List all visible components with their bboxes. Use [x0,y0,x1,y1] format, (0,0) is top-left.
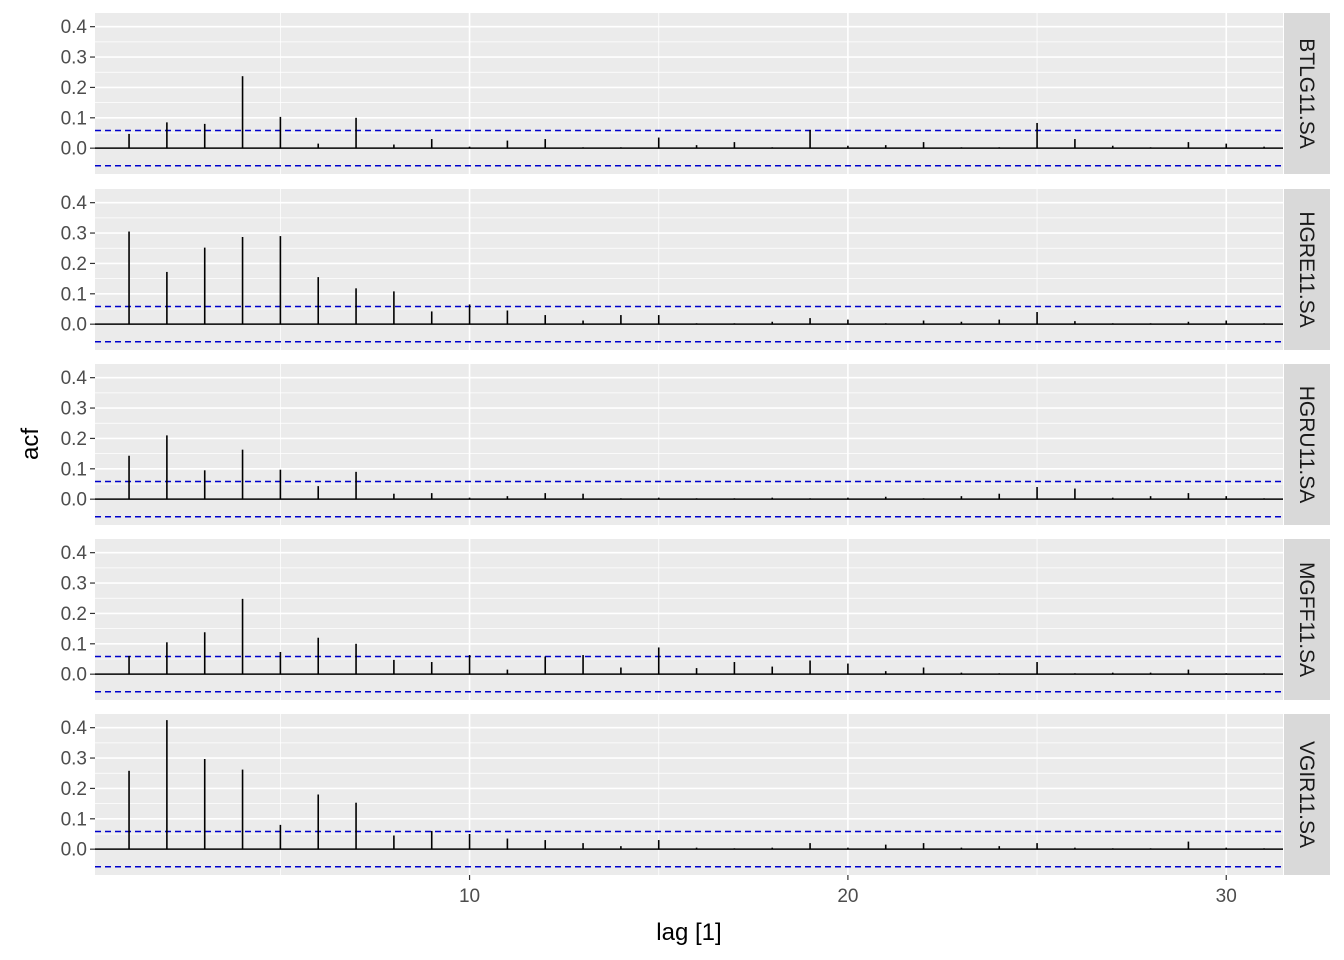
y-tick-label: 0.4 [61,368,88,389]
facet-panel-btlg11-sa: 0.0 0.1 0.2 0.3 0.4 BTLG11.SA [61,13,1330,174]
facet-strip-label: BTLG11.SA [1295,38,1318,149]
y-tick-label: 0.3 [61,224,87,245]
x-axis: 10 20 30 [459,875,1237,907]
y-tick-label: 0.4 [61,17,88,38]
y-axis-title: acf [17,428,44,460]
facet-panel-mgff11-sa: 0.0 0.1 0.2 0.3 0.4 MGFF11.SA [61,539,1330,700]
x-axis-title: lag [1] [656,919,721,946]
facet-strip [1284,539,1330,700]
y-tick-label: 0.2 [61,78,87,99]
facet-strip-label: HGRE11.SA [1295,211,1318,327]
y-tick-label: 0.4 [61,193,88,214]
y-tick-label: 0.0 [61,665,87,686]
facet-strip [1284,714,1330,875]
facet-strip-label: VGIR11.SA [1295,741,1318,848]
panel-background [95,364,1283,525]
y-tick-label: 0.1 [61,634,87,655]
y-tick-label: 0.3 [61,48,87,69]
y-tick-label: 0.1 [61,108,87,129]
y-tick-label: 0.1 [61,459,87,480]
y-tick-label: 0.0 [61,490,87,511]
panel-background [95,13,1283,174]
panel-background [95,714,1283,875]
facet-strip [1284,13,1330,174]
y-tick-label: 0.2 [61,604,87,625]
y-tick-label: 0.0 [61,840,87,861]
panel-background [95,189,1283,350]
y-tick-label: 0.4 [61,718,88,739]
facet-strip-label: HGRU11.SA [1295,386,1318,503]
y-tick-label: 0.0 [61,315,87,336]
y-tick-label: 0.1 [61,284,87,305]
x-tick-label: 10 [459,886,480,907]
facet-panels: 0.0 0.1 0.2 0.3 0.4 BTLG11.SA 0.0 0.1 0.2 0.3 0.4 H… [61,13,1330,875]
y-tick-label: 0.2 [61,254,87,275]
facet-panel-hgru11-sa: 0.0 0.1 0.2 0.3 0.4 HGRU11.SA [61,364,1330,525]
facet-panel-vgir11-sa: 0.0 0.1 0.2 0.3 0.4 VGIR11.SA [61,714,1330,875]
facet-strip [1284,189,1330,350]
y-tick-label: 0.4 [61,543,88,564]
facet-strip [1284,364,1330,525]
x-tick-label: 30 [1216,886,1237,907]
facet-panel-hgre11-sa: 0.0 0.1 0.2 0.3 0.4 HGRE11.SA [61,189,1330,350]
y-tick-label: 0.3 [61,749,87,770]
panel-background [95,539,1283,700]
x-tick-label: 20 [837,886,858,907]
y-tick-label: 0.0 [61,139,87,160]
y-tick-label: 0.3 [61,574,87,595]
y-tick-label: 0.3 [61,399,87,420]
facet-strip-label: MGFF11.SA [1295,562,1318,677]
y-tick-label: 0.2 [61,779,87,800]
y-tick-label: 0.2 [61,429,87,450]
y-tick-label: 0.1 [61,809,87,830]
